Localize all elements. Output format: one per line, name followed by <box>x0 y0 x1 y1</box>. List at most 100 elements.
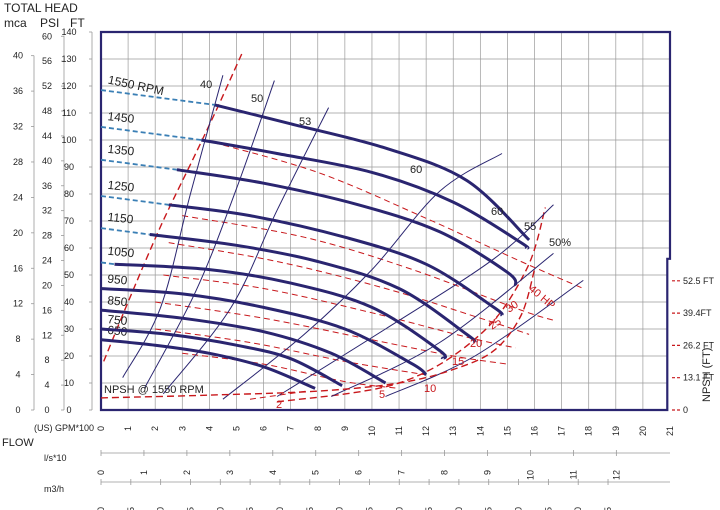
rpm-label: 1450 <box>107 109 135 126</box>
tick-label: 28 <box>13 157 23 167</box>
trim-extension <box>100 261 115 266</box>
tick-label: 2 <box>150 426 160 431</box>
tick-label: 21 <box>665 426 675 436</box>
rpm-curve <box>100 338 316 390</box>
tick-label: 20 <box>64 351 74 361</box>
chart-title: TOTAL HEAD <box>4 1 78 15</box>
psi-unit-label: PSI <box>40 16 59 30</box>
rpm-curve <box>100 287 428 377</box>
efficiency-label: 50% <box>549 237 571 249</box>
tick-label: 40 <box>42 156 52 166</box>
tick-label: 50 <box>64 270 74 280</box>
tick-label: 350 <box>514 507 524 510</box>
trim-extension <box>100 227 150 236</box>
tick-label: 25 <box>126 507 136 510</box>
power-label: 5 <box>379 389 385 401</box>
tick-label: 7 <box>286 426 296 431</box>
tick-label: 325 <box>484 507 494 510</box>
tick-label: 375 <box>543 507 553 510</box>
tick-label: 400 <box>573 507 583 510</box>
trim-extension <box>100 158 177 171</box>
tick-label: 8 <box>44 355 49 365</box>
tick-label: 0 <box>96 426 106 431</box>
tick-label: 24 <box>13 192 23 202</box>
npsh-curve <box>100 269 536 399</box>
efficiency-label: 53 <box>299 116 311 128</box>
rpm-label: 750 <box>107 312 129 328</box>
tick-label: 18 <box>584 426 594 436</box>
tick-label: 8 <box>440 470 450 475</box>
npsh-axis: 0 13.1 FT 26.2 FT 39.4FT 52.5 FT <box>672 276 715 415</box>
power-label: 15 <box>452 356 464 368</box>
curve-labels: NPSH @ 1550 RPM 40 50 53 60 60 55 50% 2 … <box>104 79 571 411</box>
efficiency-curve <box>331 253 554 397</box>
tick-label: 11 <box>394 426 404 435</box>
tick-label: 6 <box>259 426 269 431</box>
tick-label: 60 <box>42 31 52 41</box>
flow-axes: 0 1 2 3 4 5 6 7 8 9 10 11 12 13 14 15 16 17 18 19 20 210 1 2 3 4 5… <box>96 426 675 510</box>
rpm-label: 1350 <box>107 142 135 159</box>
rpm-label: 850 <box>107 293 129 309</box>
tick-label: 1 <box>123 426 133 431</box>
tick-label: 9 <box>483 470 493 475</box>
tick-label: 4 <box>44 380 49 390</box>
tick-label: 24 <box>42 256 52 266</box>
left-boundary-curve <box>103 53 243 362</box>
rpm-label: 950 <box>107 272 129 288</box>
tick-label: 0 <box>96 470 106 475</box>
rpm-label: 1050 <box>107 244 135 261</box>
tick-label: 52 <box>42 81 52 91</box>
tick-label: 12 <box>42 330 52 340</box>
tick-label: 16 <box>13 263 23 273</box>
tick-label: 5 <box>231 426 241 431</box>
rpm-curve <box>100 327 343 388</box>
rpm-curve <box>176 168 518 287</box>
rpm-curve <box>214 103 531 241</box>
tick-label: 56 <box>42 56 52 66</box>
tick-label: 9 <box>340 426 350 431</box>
tick-label: 48 <box>42 106 52 116</box>
npsh-line <box>100 269 536 399</box>
trim-extensions <box>100 89 215 266</box>
power-label: 20 <box>470 338 482 350</box>
tick-label: 100 <box>61 135 76 145</box>
tick-label: 3 <box>177 426 187 431</box>
power-label: 25 <box>487 316 504 333</box>
rpm-curve <box>100 308 387 385</box>
head-axes: 0481216202428323640048121620242832364044… <box>13 27 93 415</box>
power-curve <box>168 242 530 335</box>
ls-unit-label: l/s*10 <box>44 453 67 463</box>
tick-label: 0 <box>15 405 20 415</box>
trim-extension <box>100 126 202 141</box>
power-label: 30 <box>504 299 521 316</box>
tick-label: 16 <box>42 305 52 315</box>
power-label: 2 <box>276 399 282 411</box>
m3h-unit-label: m3/h <box>44 484 64 494</box>
tick-label: 1 <box>139 470 149 475</box>
efficiency-label: 60 <box>410 164 422 176</box>
tick-label: 50 <box>156 507 166 510</box>
tick-label: 60 <box>64 243 74 253</box>
tick-label: 20 <box>42 280 52 290</box>
tick-label: 8 <box>313 426 323 431</box>
ft-unit-label: FT <box>70 16 85 30</box>
power-curve <box>155 328 427 376</box>
trim-extension <box>100 89 215 106</box>
power-label: 10 <box>424 383 436 395</box>
efficiency-label: 50 <box>251 93 263 105</box>
tick-label: 4 <box>15 370 20 380</box>
tick-label: 32 <box>13 122 23 132</box>
tick-label: 100 <box>215 507 225 510</box>
tick-label: 75 <box>185 507 195 510</box>
tick-label: 20 <box>638 426 648 436</box>
tick-label: 32 <box>42 206 52 216</box>
tick-label: 70 <box>64 216 74 226</box>
tick-label: 4 <box>204 426 214 431</box>
rpm-label: 1150 <box>107 210 134 227</box>
npsh-curve-label: NPSH @ 1550 RPM <box>104 384 204 396</box>
tick-label: 17 <box>557 426 567 436</box>
tick-label: 20 <box>13 228 23 238</box>
power-curve <box>163 274 516 349</box>
